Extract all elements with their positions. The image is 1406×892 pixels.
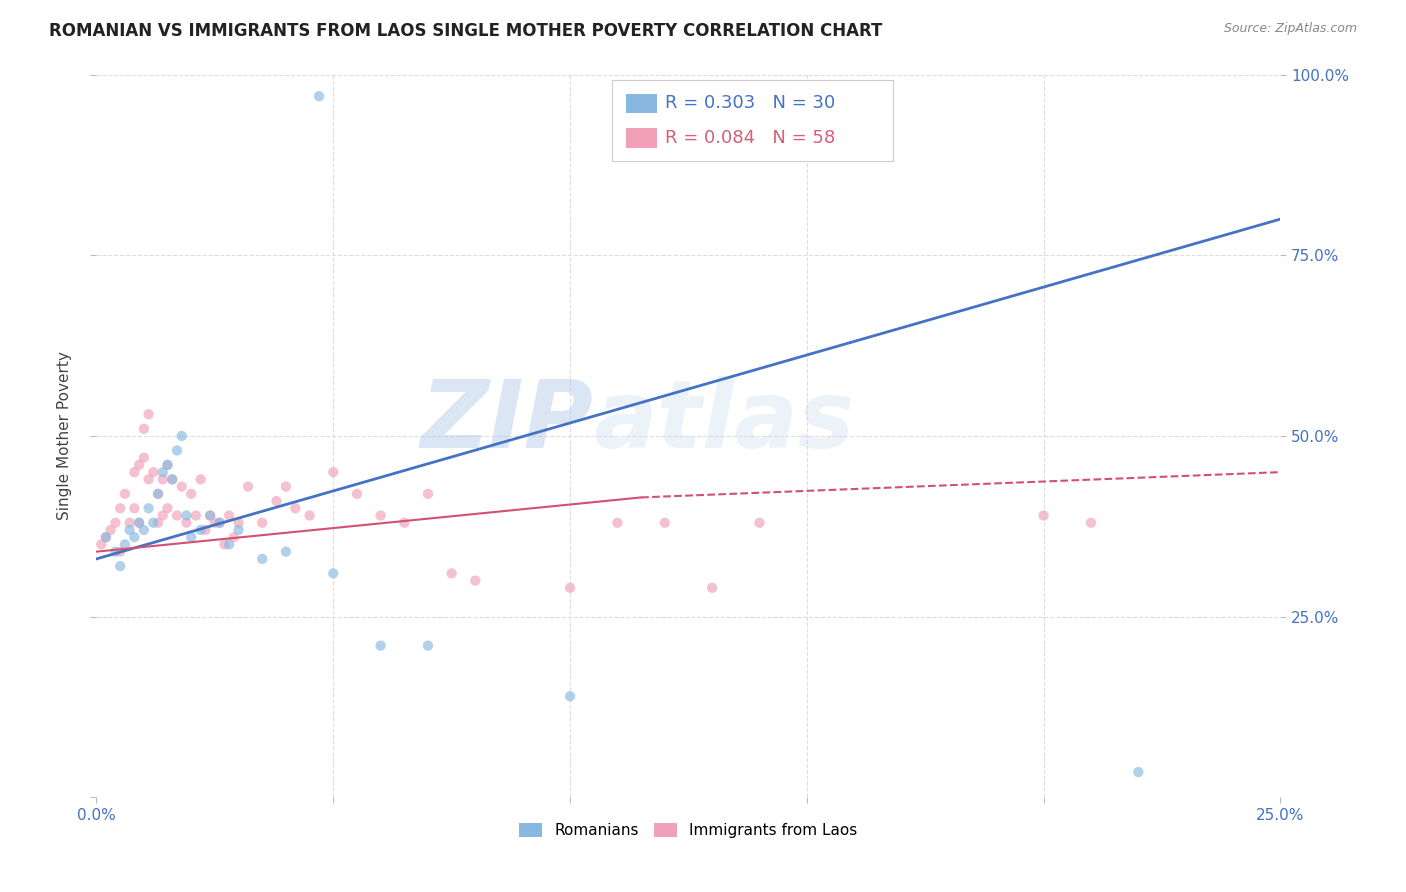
- Point: [104, 544, 127, 558]
- Point: [132, 450, 155, 465]
- Point: [416, 639, 439, 653]
- Point: [132, 422, 155, 436]
- Point: [198, 508, 221, 523]
- Point: [146, 516, 169, 530]
- Point: [266, 494, 288, 508]
- Point: [152, 465, 174, 479]
- Point: [104, 516, 127, 530]
- Point: [204, 516, 226, 530]
- Point: [416, 487, 439, 501]
- Point: [138, 407, 160, 421]
- Point: [138, 501, 160, 516]
- Point: [100, 523, 122, 537]
- Point: [558, 581, 581, 595]
- Text: atlas: atlas: [593, 376, 855, 467]
- Point: [654, 516, 676, 530]
- Point: [124, 501, 146, 516]
- Point: [128, 516, 150, 530]
- Point: [194, 523, 217, 537]
- Point: [152, 508, 174, 523]
- Point: [1128, 765, 1150, 780]
- Text: Source: ZipAtlas.com: Source: ZipAtlas.com: [1223, 22, 1357, 36]
- Point: [108, 544, 131, 558]
- Point: [370, 639, 392, 653]
- Point: [606, 516, 628, 530]
- Point: [228, 516, 250, 530]
- Point: [176, 508, 198, 523]
- Point: [464, 574, 486, 588]
- Point: [748, 516, 770, 530]
- Point: [274, 544, 297, 558]
- Point: [124, 465, 146, 479]
- Point: [208, 516, 231, 530]
- Point: [394, 516, 416, 530]
- Point: [176, 516, 198, 530]
- Point: [142, 465, 165, 479]
- Point: [166, 508, 188, 523]
- Point: [156, 501, 179, 516]
- Point: [162, 472, 184, 486]
- Point: [218, 537, 240, 551]
- Text: ZIP: ZIP: [420, 376, 593, 467]
- Point: [322, 566, 344, 581]
- Point: [90, 537, 112, 551]
- Point: [128, 458, 150, 472]
- Point: [132, 523, 155, 537]
- Point: [124, 530, 146, 544]
- Point: [190, 523, 212, 537]
- Point: [440, 566, 463, 581]
- Point: [94, 530, 117, 544]
- Point: [138, 472, 160, 486]
- Point: [180, 530, 202, 544]
- Text: ROMANIAN VS IMMIGRANTS FROM LAOS SINGLE MOTHER POVERTY CORRELATION CHART: ROMANIAN VS IMMIGRANTS FROM LAOS SINGLE …: [49, 22, 883, 40]
- Point: [1080, 516, 1102, 530]
- Point: [198, 508, 221, 523]
- Legend: Romanians, Immigrants from Laos: Romanians, Immigrants from Laos: [513, 817, 863, 844]
- Text: R = 0.084   N = 58: R = 0.084 N = 58: [665, 129, 835, 147]
- Point: [308, 89, 330, 103]
- Point: [170, 480, 193, 494]
- Y-axis label: Single Mother Poverty: Single Mother Poverty: [58, 351, 72, 520]
- Point: [222, 530, 245, 544]
- Text: R = 0.303   N = 30: R = 0.303 N = 30: [665, 95, 835, 112]
- Point: [142, 516, 165, 530]
- Point: [322, 465, 344, 479]
- Point: [252, 552, 274, 566]
- Point: [118, 516, 141, 530]
- Point: [214, 537, 236, 551]
- Point: [252, 516, 274, 530]
- Point: [208, 516, 231, 530]
- Point: [114, 487, 136, 501]
- Point: [152, 472, 174, 486]
- Point: [218, 508, 240, 523]
- Point: [146, 487, 169, 501]
- Point: [236, 480, 259, 494]
- Point: [700, 581, 723, 595]
- Point: [118, 523, 141, 537]
- Point: [114, 537, 136, 551]
- Point: [274, 480, 297, 494]
- Point: [166, 443, 188, 458]
- Point: [128, 516, 150, 530]
- Point: [108, 559, 131, 574]
- Point: [170, 429, 193, 443]
- Point: [180, 487, 202, 501]
- Point: [190, 472, 212, 486]
- Point: [94, 530, 117, 544]
- Point: [284, 501, 307, 516]
- Point: [1032, 508, 1054, 523]
- Point: [228, 523, 250, 537]
- Point: [108, 501, 131, 516]
- Point: [370, 508, 392, 523]
- Point: [146, 487, 169, 501]
- Point: [184, 508, 207, 523]
- Point: [558, 690, 581, 704]
- Point: [162, 472, 184, 486]
- Point: [298, 508, 321, 523]
- Point: [346, 487, 368, 501]
- Point: [156, 458, 179, 472]
- Point: [156, 458, 179, 472]
